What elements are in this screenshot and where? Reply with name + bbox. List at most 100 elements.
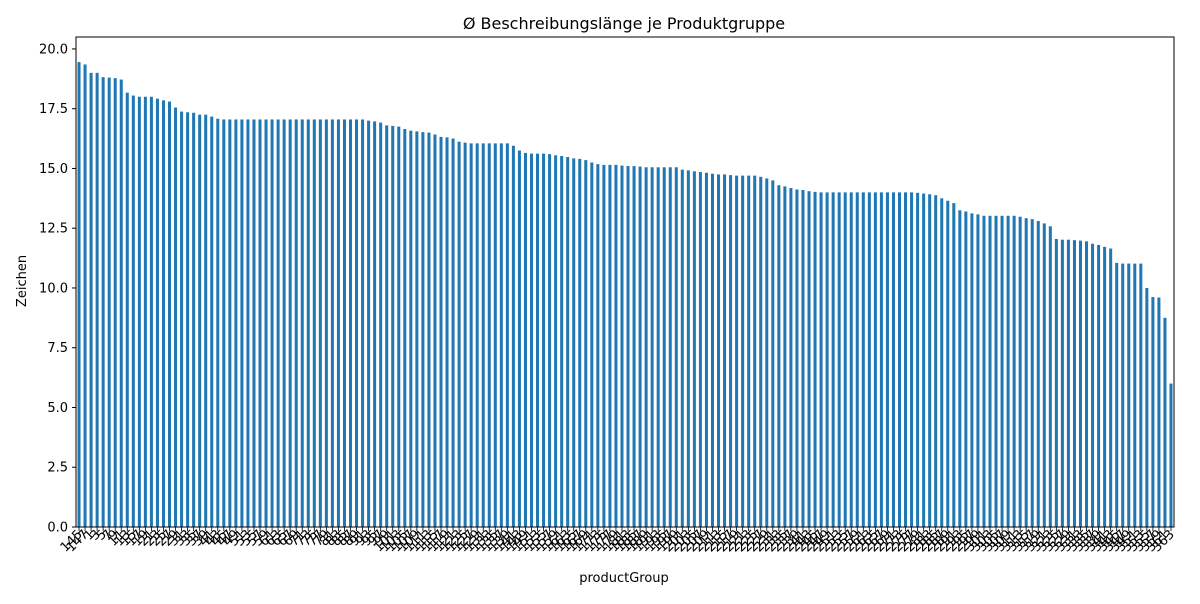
bar — [946, 200, 950, 528]
bar — [451, 138, 455, 527]
bar — [186, 112, 190, 527]
x-axis-label: productGroup — [579, 571, 669, 586]
bar — [137, 96, 141, 527]
bar — [1078, 240, 1082, 527]
bar — [192, 112, 196, 528]
bar — [421, 132, 425, 527]
bar — [958, 210, 962, 528]
bar — [493, 143, 497, 527]
bar — [741, 175, 745, 527]
bar — [1042, 223, 1046, 527]
bar — [252, 119, 256, 528]
bar — [276, 119, 280, 528]
bar — [1054, 238, 1058, 528]
bar — [710, 173, 714, 527]
bar — [505, 143, 509, 527]
bar — [481, 143, 485, 527]
bar — [180, 111, 184, 527]
bar — [825, 192, 829, 527]
bar — [324, 119, 328, 528]
bar — [626, 166, 630, 527]
y-axis-label: Zeichen — [15, 255, 30, 307]
bar — [457, 141, 461, 527]
bar — [439, 136, 443, 527]
y-tick-label: 17.5 — [39, 102, 68, 117]
bar — [753, 175, 757, 527]
bar — [379, 122, 383, 527]
bar — [487, 143, 491, 527]
bar — [578, 158, 582, 527]
bar — [119, 79, 123, 528]
bar — [554, 155, 558, 527]
bar — [234, 119, 238, 528]
bar — [849, 192, 853, 527]
y-tick-label: 2.5 — [47, 461, 68, 476]
bar — [385, 125, 389, 527]
bar — [1145, 287, 1149, 527]
bar — [771, 180, 775, 527]
bar — [1115, 262, 1119, 527]
bar — [342, 119, 346, 528]
bar — [566, 156, 570, 528]
y-tick-label: 0.0 — [47, 521, 68, 536]
bar — [95, 72, 99, 527]
bar — [312, 119, 316, 528]
bar — [391, 125, 395, 528]
bar — [318, 119, 322, 528]
bar — [638, 166, 642, 528]
bar — [560, 156, 564, 527]
bar — [686, 170, 690, 527]
bar — [572, 158, 576, 528]
plot-frame — [75, 36, 1175, 528]
bar — [89, 72, 93, 527]
bar — [336, 119, 340, 528]
bar — [916, 192, 920, 527]
bar — [373, 121, 377, 527]
bar — [1072, 240, 1076, 528]
bar — [409, 130, 413, 527]
bar — [210, 116, 214, 527]
bar — [964, 211, 968, 528]
bar — [1012, 215, 1016, 528]
bar — [861, 192, 865, 527]
bar — [674, 167, 678, 527]
chart-title: Ø Beschreibungslänge je Produktgruppe — [463, 14, 785, 33]
bar — [783, 186, 787, 527]
bar — [729, 175, 733, 527]
bar — [463, 142, 467, 527]
bar — [777, 185, 781, 527]
bar — [873, 192, 877, 527]
bar — [523, 152, 527, 527]
bar — [608, 164, 612, 527]
y-tick-label: 12.5 — [39, 222, 68, 237]
y-tick-label: 20.0 — [39, 42, 68, 57]
bar — [475, 143, 479, 527]
bar — [867, 192, 871, 527]
y-axis: 0.0 2.5 5.0 7.5 10.0 12.5 15.0 17.5 20.0 — [39, 42, 76, 536]
bar — [934, 195, 938, 528]
bar — [620, 165, 624, 527]
bar — [704, 172, 708, 527]
bar — [529, 153, 533, 527]
bar — [204, 114, 208, 528]
y-tick-label: 7.5 — [47, 341, 68, 356]
bar — [807, 191, 811, 528]
bar — [897, 192, 902, 527]
bar — [602, 164, 606, 527]
x-axis: 1451471357911131517192123252729313335373… — [58, 527, 1178, 555]
bar — [403, 129, 407, 527]
bar — [77, 62, 81, 527]
bar — [843, 192, 847, 527]
bar — [1006, 215, 1010, 528]
bar — [1024, 218, 1028, 527]
bar — [264, 119, 268, 528]
bar — [511, 145, 515, 527]
bar — [885, 192, 889, 527]
bar — [168, 101, 172, 527]
bar — [1097, 244, 1101, 527]
bar — [1060, 239, 1064, 527]
bar — [1151, 297, 1155, 527]
bar — [155, 98, 159, 528]
bar — [801, 189, 805, 528]
